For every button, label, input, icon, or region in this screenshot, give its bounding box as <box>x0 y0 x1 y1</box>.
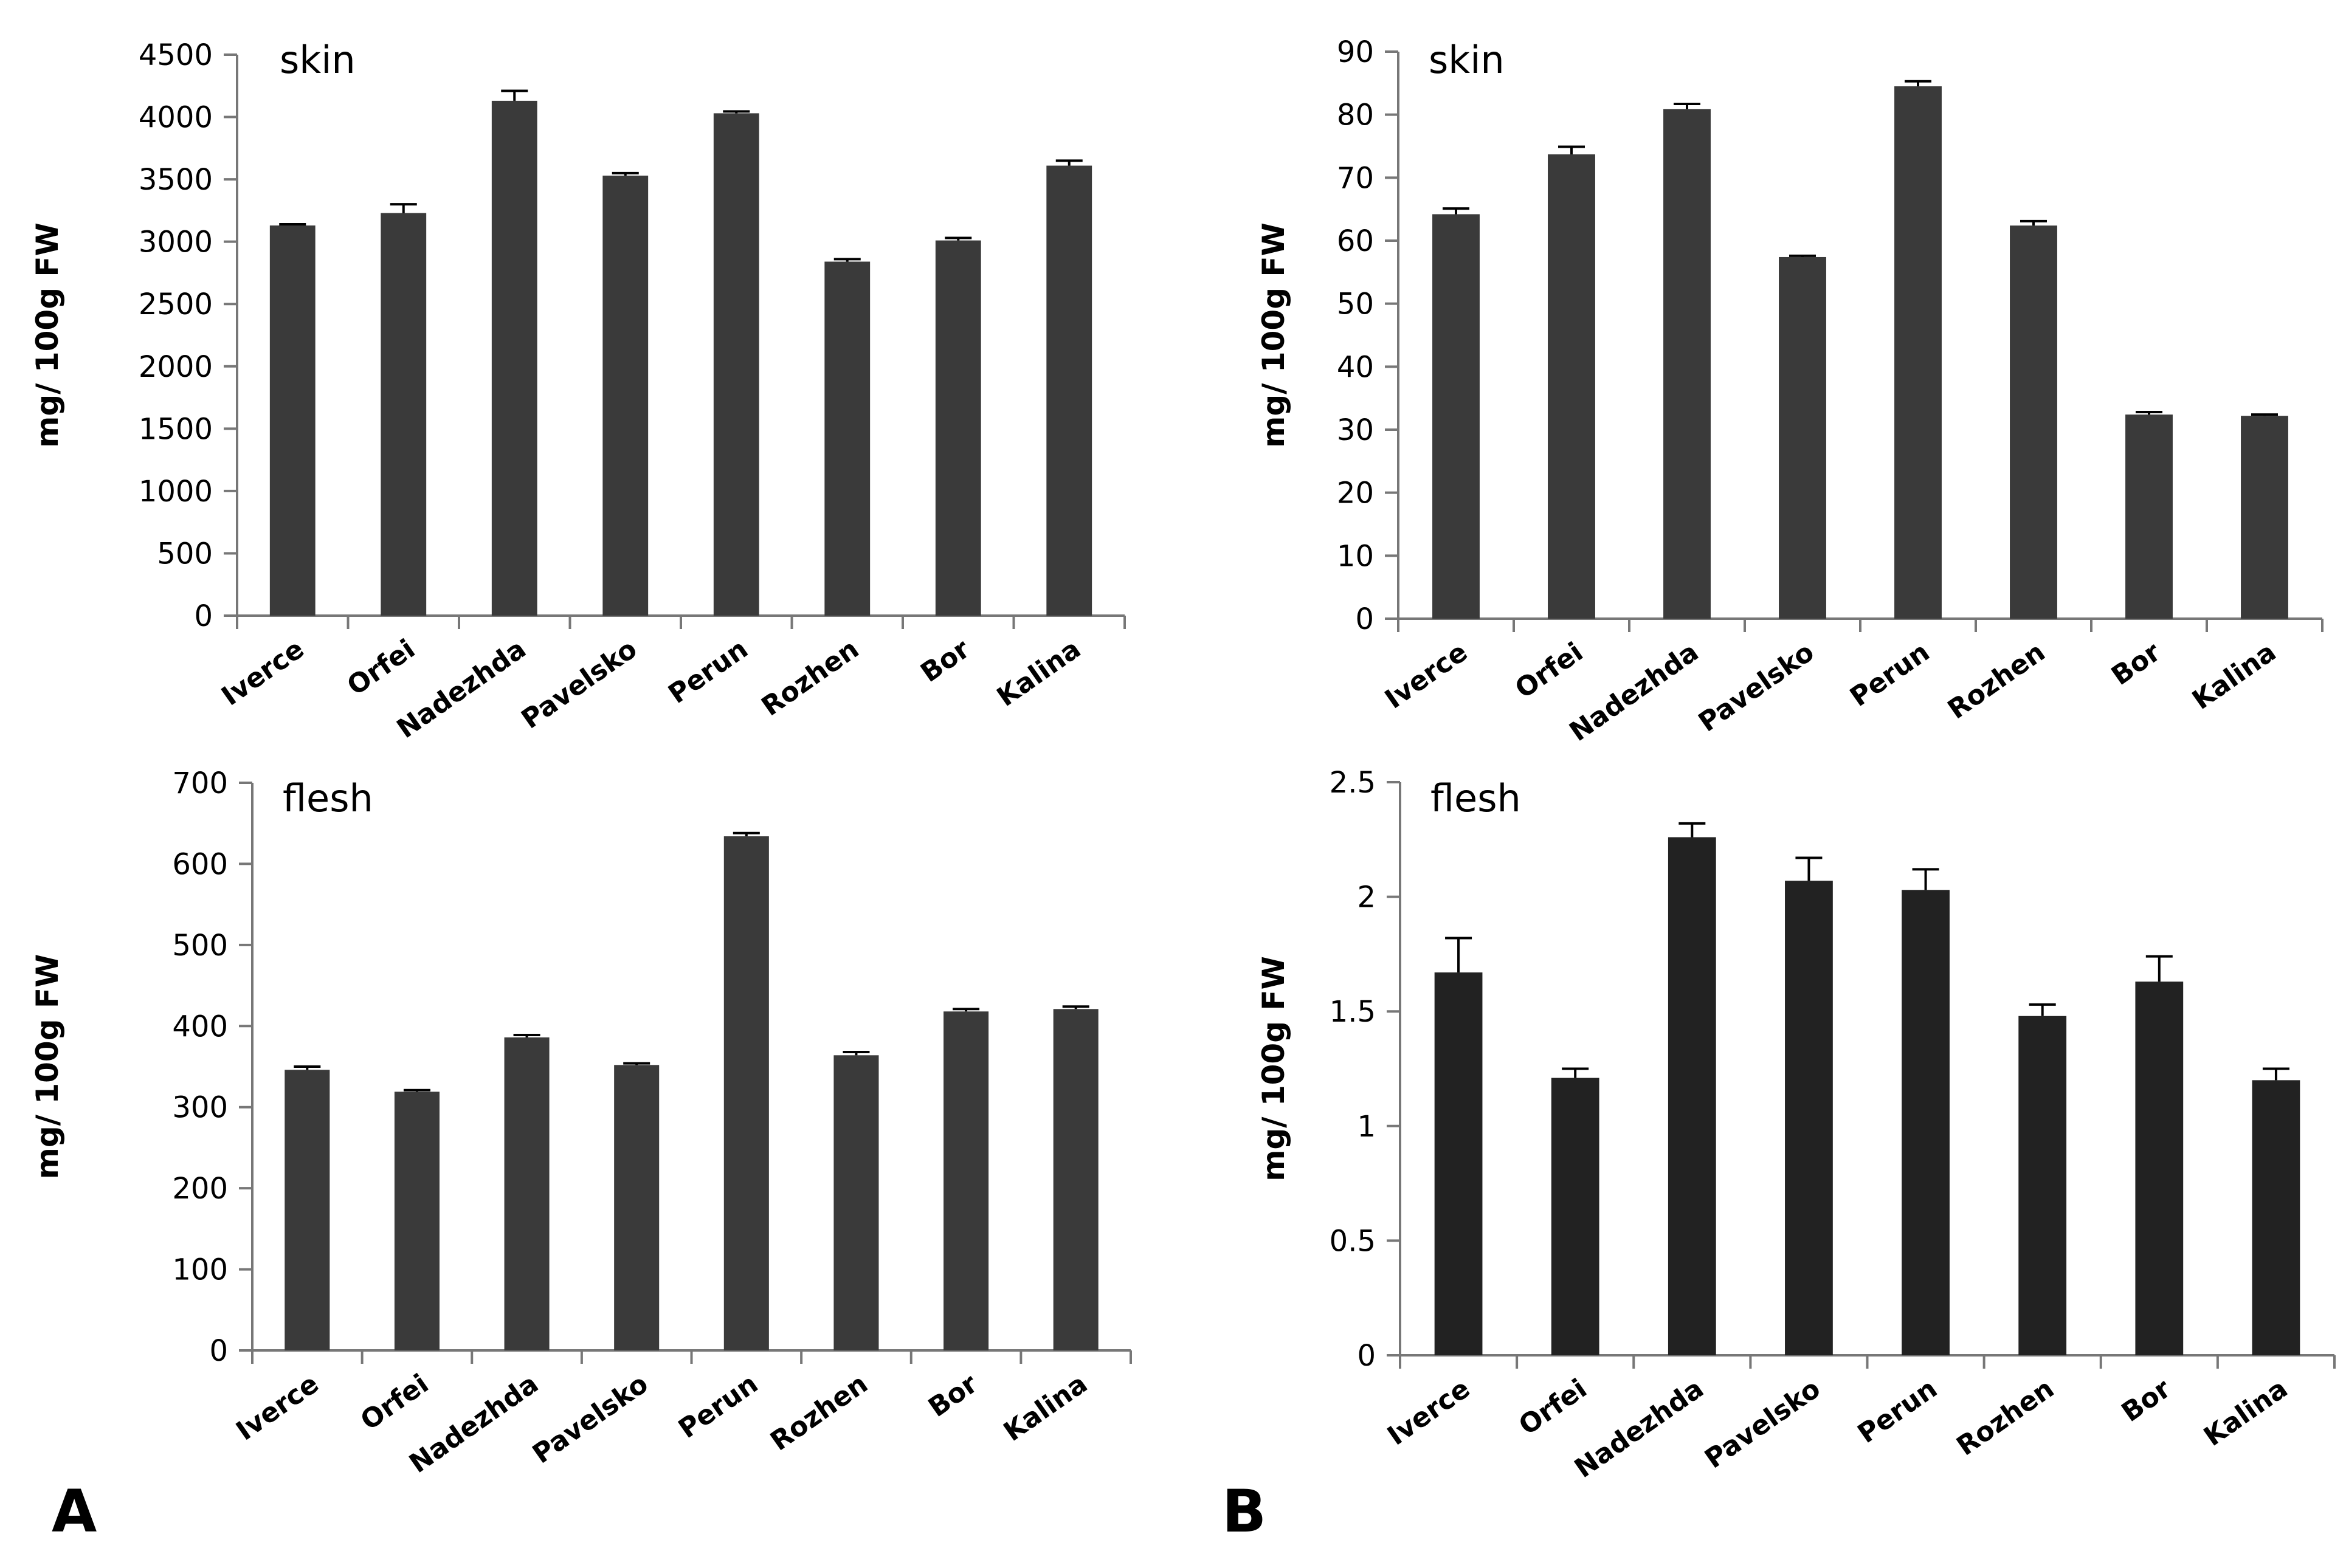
y-tick-label: 10 <box>1337 539 1374 573</box>
bar-orfei <box>1551 1078 1599 1355</box>
y-tick-label: 70 <box>1337 161 1374 195</box>
y-tick-label: 4500 <box>139 38 213 72</box>
bar-rozhen <box>833 1055 879 1350</box>
bar-kalina <box>2252 1080 2300 1355</box>
y-tick-label: 3000 <box>139 225 213 260</box>
chart-title: skin <box>1429 38 1505 82</box>
panel-label-b: B <box>1222 1477 1266 1546</box>
bar-rozhen <box>824 261 871 616</box>
y-tick-label: 600 <box>172 847 228 881</box>
y-tick-label: 0 <box>1355 602 1374 636</box>
y-tick-label: 200 <box>172 1172 228 1206</box>
y-tick-label: 30 <box>1337 413 1374 447</box>
y-axis-label: mg/ 100g FW <box>1256 222 1291 447</box>
bar-rozhen <box>2018 1016 2067 1355</box>
bar-nadezhda <box>491 100 537 616</box>
y-tick-label: 500 <box>157 537 213 571</box>
y-tick-label: 0 <box>1357 1339 1376 1373</box>
y-tick-label: 2000 <box>139 350 213 384</box>
y-tick-label: 50 <box>1337 287 1374 322</box>
bar-pavelsko <box>1785 881 1833 1355</box>
y-axis-label: mg/ 100g FW <box>1256 956 1291 1181</box>
bar-nadezhda <box>1663 109 1711 619</box>
y-tick-label: 40 <box>1337 350 1374 384</box>
bar-kalina <box>1053 1009 1099 1350</box>
y-axis-label: mg/ 100g FW <box>30 954 65 1179</box>
bar-bor <box>935 240 981 616</box>
y-axis-label: mg/ 100g FW <box>30 222 65 447</box>
y-tick-label: 1 <box>1357 1110 1376 1144</box>
bar-perun <box>1894 86 1942 619</box>
y-tick-label: 400 <box>172 1009 228 1044</box>
bar-pavelsko <box>614 1065 660 1350</box>
y-tick-label: 2.5 <box>1330 766 1376 800</box>
bar-pavelsko <box>602 175 649 616</box>
bar-perun <box>1902 890 1950 1355</box>
bar-kalina <box>1046 165 1092 616</box>
bar-iverce <box>1432 214 1480 619</box>
bar-perun <box>723 836 769 1350</box>
bar-perun <box>713 113 759 616</box>
y-tick-label: 100 <box>172 1253 228 1287</box>
y-tick-label: 20 <box>1337 476 1374 511</box>
y-tick-label: 60 <box>1337 224 1374 258</box>
bar-bor <box>2135 982 2184 1355</box>
bar-nadezhda <box>1668 837 1716 1355</box>
chart-title: flesh <box>1430 776 1521 820</box>
bar-orfei <box>1548 154 1595 619</box>
y-tick-label: 1.5 <box>1330 995 1376 1029</box>
panel-label-a: A <box>52 1477 97 1546</box>
y-tick-label: 0 <box>194 599 213 633</box>
bar-iverce <box>285 1070 330 1350</box>
y-tick-label: 80 <box>1337 98 1374 132</box>
y-tick-label: 500 <box>172 929 228 963</box>
bar-nadezhda <box>504 1037 550 1350</box>
y-tick-label: 90 <box>1337 35 1374 69</box>
bar-kalina <box>2241 416 2288 619</box>
y-tick-label: 3500 <box>139 163 213 197</box>
y-tick-label: 700 <box>172 766 228 800</box>
y-tick-label: 0 <box>209 1334 228 1368</box>
bar-orfei <box>381 213 427 616</box>
bar-bor <box>944 1011 989 1350</box>
y-tick-label: 1500 <box>139 412 213 446</box>
chart-title: flesh <box>283 776 373 820</box>
y-tick-label: 0.5 <box>1330 1224 1376 1258</box>
bar-orfei <box>394 1092 440 1350</box>
bar-iverce <box>269 225 316 616</box>
bar-bor <box>2125 414 2173 619</box>
bar-iverce <box>1434 972 1483 1355</box>
y-tick-label: 300 <box>172 1091 228 1125</box>
y-tick-label: 4000 <box>139 101 213 135</box>
y-tick-label: 2500 <box>139 287 213 322</box>
y-tick-label: 1000 <box>139 475 213 509</box>
y-tick-label: 2 <box>1357 881 1376 915</box>
chart-title: skin <box>280 38 356 82</box>
bar-pavelsko <box>1779 256 1826 619</box>
bar-rozhen <box>2010 225 2057 619</box>
